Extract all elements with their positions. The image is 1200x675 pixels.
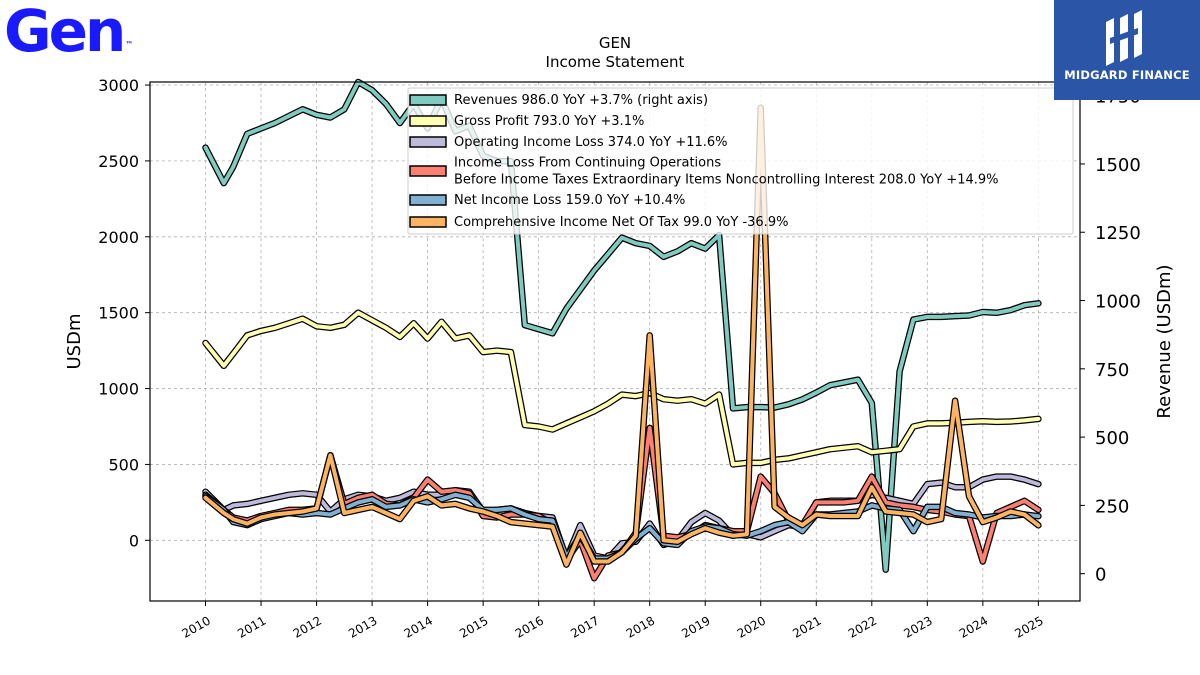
y-tick-label-right: 500: [1095, 428, 1129, 449]
chart-subtitle: Income Statement: [546, 53, 685, 71]
legend-swatch: [409, 216, 447, 228]
x-tick-label: 2012: [291, 613, 324, 640]
y-tick-label-left: 0: [129, 531, 139, 550]
legend-swatch: [409, 136, 447, 148]
x-tick-label: 2024: [957, 613, 990, 640]
series-line: [203, 80, 1041, 572]
series-1: [202, 309, 1042, 468]
gen-logo-text: Gen: [4, 0, 126, 65]
x-tick-label: 2022: [846, 613, 879, 640]
legend-label-line: Operating Income Loss 374.0 YoY +11.6%: [454, 135, 728, 150]
x-tick-label: 2017: [568, 613, 601, 640]
x-tick-label: 2014: [402, 613, 435, 640]
legend-label-line: Comprehensive Income Net Of Tax 99.0 YoY…: [454, 215, 788, 230]
x-tick-label: 2025: [1012, 613, 1045, 640]
x-tick-label: 2019: [679, 613, 712, 640]
midgard-finance-logo: MIDGARD FINANCE: [1054, 0, 1200, 100]
legend-label-line: Income Loss From Continuing Operations: [454, 156, 721, 171]
x-tick-label: 2010: [180, 613, 213, 640]
legend-label-line: Revenues 986.0 YoY +3.7% (right axis): [454, 93, 708, 108]
y-tick-label-left: 3000: [98, 76, 139, 95]
y-tick-label-right: 750: [1095, 360, 1129, 381]
x-tick-label: 2018: [624, 613, 657, 640]
y-axis-label-left: USDm: [64, 314, 85, 370]
legend-box: [407, 87, 1074, 235]
x-tick-label: 2023: [901, 613, 934, 640]
gen-logo: Gen ™: [4, 0, 133, 62]
midgard-emblem-icon: [1106, 10, 1142, 66]
y-tick-label-left: 1500: [98, 304, 139, 323]
series-line: [203, 105, 1041, 567]
y-tick-label-right: 1500: [1095, 155, 1141, 176]
legend-label: Revenues 986.0 YoY +3.7% (right axis): [454, 93, 708, 108]
legend-swatch: [409, 115, 447, 127]
legend-swatch: [409, 94, 447, 106]
y-axis-label-right: Revenue (USDm): [1154, 264, 1175, 418]
legend-label: Comprehensive Income Net Of Tax 99.0 YoY…: [454, 215, 788, 230]
y-tick-label-right: 250: [1095, 496, 1129, 517]
midgard-finance-name: MIDGARD FINANCE: [1064, 68, 1190, 82]
legend-swatch: [409, 194, 447, 206]
legend-label-line: Before Income Taxes Extraordinary Items …: [454, 173, 999, 188]
x-tick-label: 2016: [513, 613, 546, 640]
y-tick-label-left: 2500: [98, 152, 139, 171]
y-tick-label-left: 2000: [98, 228, 139, 247]
x-tick-label: 2013: [346, 613, 379, 640]
x-tick-label: 2015: [457, 613, 490, 640]
series-0: [202, 78, 1042, 573]
series-lines: [202, 78, 1042, 582]
series-5: [202, 104, 1042, 568]
legend-label: Net Income Loss 159.0 YoY +10.4%: [454, 193, 685, 208]
x-tick-label: 2020: [735, 613, 768, 640]
y-tick-label-right: 1000: [1095, 292, 1141, 313]
x-tick-label: 2011: [235, 613, 268, 640]
y-tick-label-left: 1000: [98, 380, 139, 399]
chart-title: GEN: [599, 34, 631, 52]
y-tick-label-right: 0: [1095, 565, 1106, 586]
x-tick-label: 2021: [790, 613, 823, 640]
legend-label: Gross Profit 793.0 YoY +3.1%: [454, 114, 644, 129]
legend-label: Operating Income Loss 374.0 YoY +11.6%: [454, 135, 728, 150]
series-line: [203, 310, 1041, 467]
y-tick-label-right: 1250: [1095, 223, 1141, 244]
legend-swatch: [409, 165, 447, 177]
legend-label: Income Loss From Continuing Operations Be…: [454, 156, 999, 188]
plot-frame: [149, 81, 1081, 602]
legend: Revenues 986.0 YoY +3.7% (right axis) Gro…: [407, 87, 1074, 235]
legend-label-line: Gross Profit 793.0 YoY +3.1%: [454, 114, 644, 129]
legend-label-line: Net Income Loss 159.0 YoY +10.4%: [454, 193, 685, 208]
y-tick-label-left: 500: [108, 455, 139, 474]
